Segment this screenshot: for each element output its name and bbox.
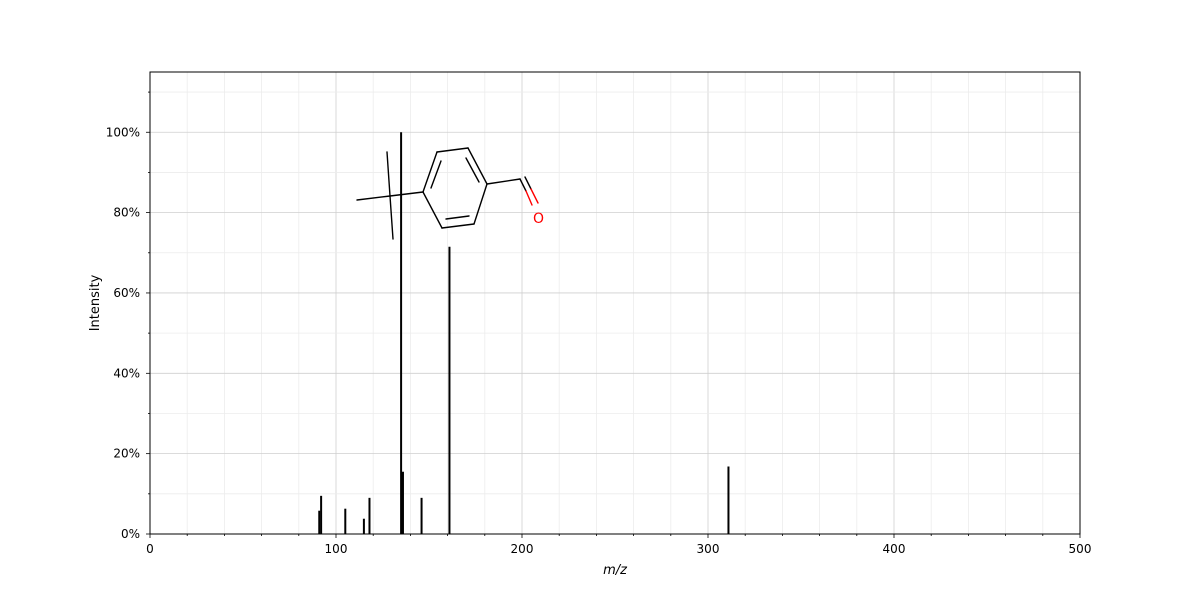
x-tick-label: 100 — [325, 542, 348, 556]
ring-bond-4 — [473, 183, 488, 225]
ring-bond-6 — [422, 191, 443, 229]
grid — [149, 72, 1081, 535]
y-tick-label: 80% — [113, 206, 140, 220]
methyl-bond-3 — [389, 195, 394, 240]
axis-ticks — [146, 91, 1081, 538]
aldehyde-bond — [486, 178, 521, 185]
ring-double-bond-1 — [430, 160, 442, 189]
y-tick-label: 0% — [121, 527, 140, 541]
tbutyl-bond — [389, 191, 424, 197]
y-tick-label: 20% — [113, 447, 140, 461]
carbonyl-bond-a — [519, 178, 527, 192]
y-tick-label: 100% — [106, 125, 140, 139]
peaks — [318, 132, 730, 534]
plot-frame — [149, 71, 1081, 535]
x-tick-label: 0 — [146, 542, 154, 556]
x-tick-label: 400 — [883, 542, 906, 556]
oxygen-atom-label: O — [533, 211, 544, 227]
y-tick-label: 40% — [113, 366, 140, 380]
y-axis-label: Intensity — [88, 274, 103, 331]
molecule-structure: O — [356, 147, 544, 240]
methyl-bond-2 — [386, 151, 391, 197]
tick-labels: 0 100 200 300 400 500 0% 20% 40% 60% 80% 100% — [106, 125, 1092, 556]
methyl-bond-1 — [356, 195, 391, 201]
ring-bond-1 — [422, 151, 438, 193]
ring-bond-3 — [467, 147, 488, 185]
y-tick-label: 60% — [113, 286, 140, 300]
x-tick-label: 300 — [697, 542, 720, 556]
ring-bond-2 — [436, 147, 469, 153]
carbonyl-bond-b — [525, 190, 533, 206]
carbonyl-double-a — [524, 176, 532, 190]
ring-double-bond-3 — [445, 215, 470, 220]
carbonyl-double-b — [530, 188, 539, 204]
x-axis-label: m/z — [603, 563, 628, 578]
ring-double-bond-2 — [465, 157, 480, 183]
x-tick-label: 200 — [511, 542, 534, 556]
x-tick-label: 500 — [1069, 542, 1092, 556]
ring-bond-5 — [441, 223, 475, 229]
